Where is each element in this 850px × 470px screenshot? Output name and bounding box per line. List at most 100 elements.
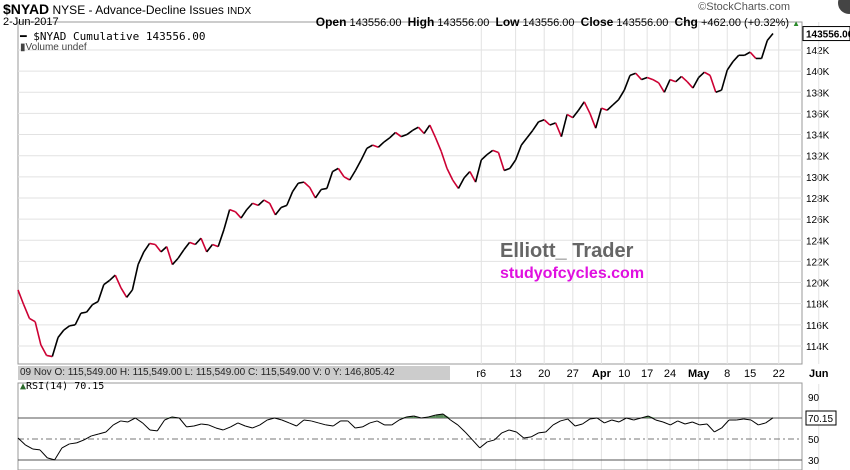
price-segment: [440, 151, 448, 169]
rsi-segment: [736, 418, 744, 421]
price-segment: [332, 167, 339, 173]
price-tick-label: 120K: [806, 279, 830, 290]
rsi-segment: [142, 422, 151, 431]
price-segment: [160, 246, 168, 253]
rsi-segment: [281, 419, 290, 424]
price-tick-label: 124K: [806, 236, 830, 247]
price-segment: [337, 167, 345, 178]
rsi-segment: [677, 420, 686, 425]
rsi-icon: ▲: [20, 381, 27, 392]
price-segment: [46, 354, 53, 358]
price-segment: [257, 199, 265, 206]
rsi-segment: [699, 423, 708, 426]
price-segment: [360, 147, 368, 161]
rsi-segment: [530, 432, 539, 438]
price-segment: [314, 189, 322, 199]
price-segment: [480, 154, 488, 161]
rsi-segment: [684, 421, 693, 425]
price-segment: [526, 129, 534, 139]
rsi-segment: [479, 441, 488, 449]
rsi-segment: [201, 423, 209, 426]
rsi-tick-label: 50: [808, 435, 820, 446]
price-segment: [383, 137, 391, 143]
price-segment: [417, 126, 425, 135]
low-value: 143556.00: [522, 17, 575, 29]
rsi-tick-label: 30: [808, 456, 820, 467]
price-segment: [543, 119, 551, 126]
rsi-segment: [494, 432, 503, 441]
price-segment: [612, 99, 620, 106]
rsi-segment: [413, 415, 422, 419]
price-segment: [669, 78, 677, 83]
brand: ©StockCharts.com: [698, 1, 790, 13]
open-value: 143556.00: [349, 17, 402, 29]
rsi-segment: [135, 417, 143, 424]
price-segment: [354, 159, 362, 171]
price-segment: [212, 243, 219, 248]
time-tick-label: May: [688, 368, 710, 380]
rsi-segment: [215, 427, 224, 431]
price-panel-frame: [17, 21, 803, 365]
rsi-segment: [171, 416, 180, 419]
price-segment: [566, 113, 574, 119]
price-segment: [377, 141, 385, 148]
rsi-segment: [552, 420, 561, 426]
price-tick-label: 118K: [806, 300, 829, 311]
price-segment: [406, 129, 414, 136]
rsi-segment: [750, 419, 759, 426]
rsi-segment: [457, 424, 466, 433]
price-segment: [246, 202, 254, 211]
rsi-segment: [149, 429, 158, 432]
time-tick-label: 10: [618, 368, 630, 380]
rsi-tick-label: 90: [808, 393, 820, 404]
rsi-segment: [626, 417, 634, 421]
price-segment: [703, 71, 711, 77]
info-bar: 09 Nov O: 115,549.00 H: 115,549.00 L: 11…: [18, 366, 450, 380]
price-segment: [492, 149, 499, 154]
rsi-segment: [376, 420, 385, 426]
price-tick-label: 132K: [806, 152, 830, 163]
price-tick-label: 140K: [806, 67, 830, 78]
rsi-segment: [574, 423, 583, 427]
watermark-site: studyofcycles.com: [500, 265, 645, 282]
price-segment: [252, 202, 259, 207]
rsi-segment: [332, 420, 341, 427]
time-tick-label: Apr: [592, 368, 612, 380]
low-label: Low: [495, 15, 520, 29]
price-segment: [434, 137, 442, 152]
price-segment: [549, 122, 556, 126]
rsi-segment: [369, 420, 378, 424]
price-segment: [91, 300, 99, 306]
price-segment: [577, 101, 585, 111]
rsi-segment: [501, 429, 510, 434]
price-segment: [583, 101, 591, 114]
rsi-panel-frame: [17, 382, 803, 470]
price-segment: [503, 167, 511, 172]
price-segment: [274, 207, 282, 216]
price-segment: [395, 131, 402, 138]
rsi-segment: [325, 424, 334, 427]
rsi-segment: [640, 415, 649, 419]
time-tick-label: 8: [724, 368, 730, 380]
rsi-segment: [662, 421, 671, 426]
rsi-segment: [296, 419, 305, 427]
rsi-segment: [560, 418, 568, 422]
rsi-segment: [655, 419, 664, 423]
price-segment: [760, 40, 769, 59]
price-segment: [589, 113, 597, 129]
last-price-label: 143556.00: [806, 30, 850, 41]
price-segment: [429, 124, 437, 139]
rsi-segment: [17, 437, 26, 446]
price-segment: [51, 337, 59, 357]
rsi-segment: [47, 457, 55, 461]
rsi-segment: [721, 419, 730, 429]
price-segment: [509, 159, 517, 169]
price-segment: [22, 304, 31, 319]
rsi-segment: [54, 447, 63, 461]
time-tick-label: Jun: [809, 368, 829, 380]
rsi-segment: [472, 439, 481, 449]
rsi-segment: [604, 419, 612, 424]
price-segment: [715, 89, 722, 94]
rsi-segment: [398, 416, 407, 421]
